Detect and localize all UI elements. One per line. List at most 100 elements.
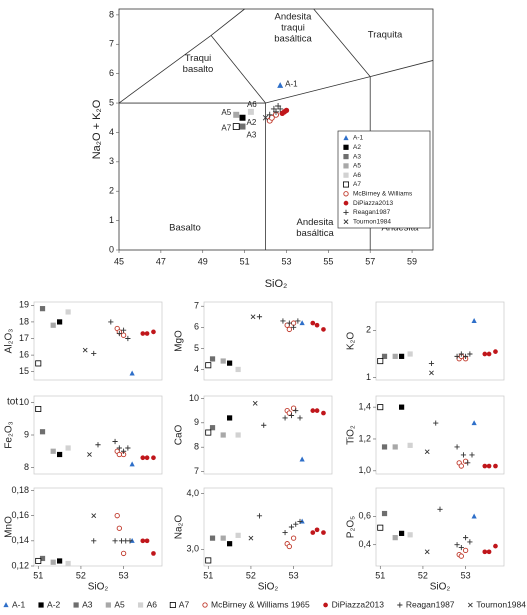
data-point	[482, 463, 488, 469]
data-point	[282, 415, 288, 421]
y-tick-label: 5	[194, 343, 199, 353]
data-point	[50, 559, 56, 565]
point-label: A-1	[285, 80, 298, 89]
data-point	[407, 532, 413, 538]
data-point	[454, 444, 460, 450]
point-label: A5	[221, 108, 231, 117]
data-point	[284, 322, 290, 328]
data-point	[297, 518, 303, 525]
data-point	[314, 527, 320, 533]
data-point	[120, 550, 127, 557]
legend-label: McBirney & Williams 1965	[211, 599, 310, 609]
legend-label: A3	[353, 153, 361, 160]
data-point	[460, 452, 467, 458]
x-tick-label: 53	[289, 570, 299, 580]
data-point	[129, 461, 135, 467]
data-point	[277, 82, 284, 88]
x-tick-label: 52	[76, 570, 86, 580]
data-point	[144, 538, 150, 544]
legend-label: A3	[82, 599, 93, 609]
legend-marker	[343, 200, 349, 206]
x-tick-label: 51	[375, 570, 385, 580]
legend-marker	[343, 163, 349, 169]
data-point	[437, 506, 443, 512]
data-point	[424, 549, 430, 555]
data-point	[116, 451, 122, 458]
legend-label: A-1	[12, 599, 26, 609]
y-tick-label: 8	[24, 462, 29, 472]
legend-marker	[3, 602, 9, 608]
legend-label: A6	[353, 172, 361, 179]
data-point	[321, 327, 326, 332]
data-point	[392, 444, 398, 450]
data-point	[288, 412, 295, 419]
legend-marker	[73, 602, 79, 608]
data-point	[467, 351, 473, 357]
legend-label: McBirney & Williams	[353, 191, 413, 198]
data-point	[250, 314, 256, 320]
legend-marker	[343, 209, 349, 215]
data-point	[140, 455, 146, 461]
y-tick-label: 18	[19, 316, 29, 326]
plot-frame	[375, 301, 505, 381]
legend-marker	[105, 602, 111, 608]
y-tick-label: 7	[194, 301, 199, 311]
x-tick-label: 55	[323, 256, 333, 266]
data-point	[469, 452, 475, 458]
data-point	[35, 405, 42, 412]
data-point	[39, 306, 46, 312]
plot-frame	[203, 487, 333, 567]
data-point	[112, 438, 118, 445]
data-point	[116, 330, 122, 337]
field-label: basáltica	[296, 228, 334, 239]
data-point	[286, 320, 292, 326]
y-axis-note: tot	[7, 397, 18, 408]
data-point	[65, 445, 71, 451]
x-tick-label: 45	[114, 256, 124, 266]
y-tick-label: 2	[109, 186, 114, 196]
x-tick-label: 57	[365, 256, 375, 266]
x-tick-label: 53	[461, 570, 471, 580]
y-axis-label: TiO₂	[346, 425, 357, 445]
data-point	[290, 320, 297, 326]
y-tick-label: 0,4	[358, 539, 371, 549]
data-point	[392, 353, 398, 359]
data-point	[140, 538, 146, 544]
data-point	[227, 415, 233, 421]
data-point	[57, 451, 63, 458]
legend-label: A7	[353, 181, 361, 188]
data-point	[295, 318, 301, 324]
data-point	[227, 360, 233, 366]
plot-frame	[203, 301, 333, 381]
plot-frame	[33, 395, 163, 475]
data-point	[91, 538, 97, 544]
y-axis-label: Na₂O + K₂O	[91, 99, 103, 159]
point-label: A6	[247, 100, 257, 109]
legend-label: A2	[353, 144, 361, 151]
data-point	[297, 415, 303, 421]
data-point	[399, 530, 405, 536]
data-point	[392, 535, 398, 541]
data-point	[321, 410, 326, 416]
y-tick-label: 5	[109, 97, 114, 107]
data-point	[144, 455, 150, 461]
data-point	[471, 318, 477, 323]
data-point	[286, 543, 292, 550]
data-point	[239, 114, 246, 121]
data-point	[299, 320, 305, 326]
field-label: basalto	[183, 64, 214, 75]
data-point	[310, 530, 316, 535]
data-point	[235, 432, 241, 438]
data-point	[209, 356, 216, 362]
data-point	[121, 327, 127, 333]
y-tick-label: 1,4	[358, 402, 371, 412]
data-point	[493, 543, 498, 549]
y-axis-label: P₂O₅	[346, 516, 357, 538]
y-tick-label: 15	[19, 366, 29, 376]
data-point	[381, 510, 388, 517]
x-axis-label: SiO₂	[430, 582, 451, 593]
x-tick-label: 51	[240, 256, 250, 266]
x-tick-label: 47	[156, 256, 166, 266]
data-point	[458, 351, 464, 357]
